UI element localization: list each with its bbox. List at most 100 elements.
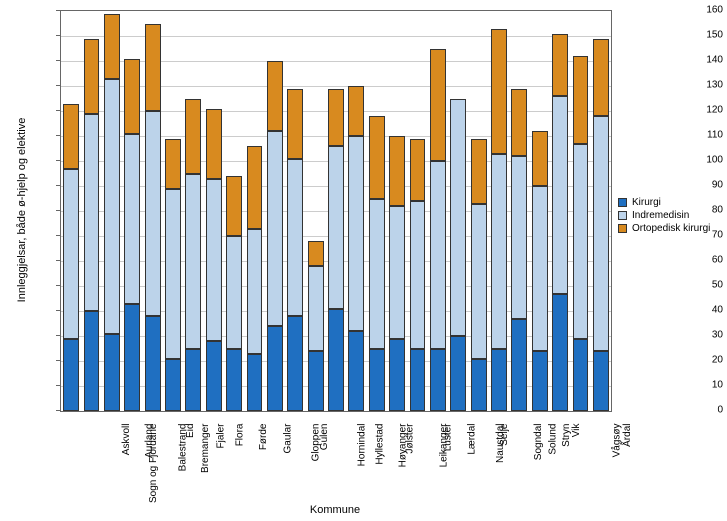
x-tick-label: Selje <box>498 424 509 446</box>
y-tick-mark <box>56 160 60 161</box>
bar-stack <box>247 146 263 411</box>
bar-segment-orto <box>145 24 161 112</box>
y-tick-label: 30 <box>671 330 723 341</box>
bar-segment-kirurgi <box>471 359 487 412</box>
plot-area <box>60 10 612 412</box>
bar-segment-indre <box>450 99 466 337</box>
bar-segment-orto <box>63 104 79 169</box>
bar-segment-kirurgi <box>267 326 283 411</box>
bar-stack <box>450 99 466 412</box>
y-tick-label: 110 <box>671 130 723 141</box>
y-tick-mark <box>56 310 60 311</box>
bar-segment-kirurgi <box>124 304 140 412</box>
y-tick-mark <box>56 85 60 86</box>
y-tick-mark <box>56 185 60 186</box>
y-tick-mark <box>56 285 60 286</box>
grid-line <box>61 36 611 37</box>
x-tick-label: Luster <box>443 424 454 452</box>
bar-segment-indre <box>206 179 222 342</box>
bar-segment-orto <box>124 59 140 134</box>
bar-stack <box>552 34 568 412</box>
bar-stack <box>287 89 303 412</box>
y-tick-mark <box>56 410 60 411</box>
bar-segment-kirurgi <box>389 339 405 412</box>
bar-segment-indre <box>104 79 120 334</box>
bar-stack <box>430 49 446 412</box>
bar-stack <box>226 176 242 411</box>
bar-stack <box>389 136 405 411</box>
bar-segment-indre <box>369 199 385 349</box>
bar-segment-kirurgi <box>145 316 161 411</box>
bar-segment-orto <box>511 89 527 157</box>
x-tick-label: Hyllestad <box>375 424 386 465</box>
bar-stack <box>593 39 609 412</box>
bar-segment-orto <box>410 139 426 202</box>
legend-item: Kirurgi <box>618 197 710 208</box>
bar-segment-indre <box>124 134 140 304</box>
y-tick-mark <box>56 360 60 361</box>
y-tick-label: 100 <box>671 155 723 166</box>
bar-segment-indre <box>532 186 548 351</box>
bar-stack <box>471 139 487 412</box>
y-tick-label: 0 <box>671 405 723 416</box>
legend-swatch <box>618 198 627 207</box>
y-tick-label: 10 <box>671 380 723 391</box>
x-tick-label: Førde <box>258 424 269 451</box>
grid-line <box>61 86 611 87</box>
bar-segment-indre <box>410 201 426 349</box>
bar-segment-orto <box>573 56 589 144</box>
bar-stack <box>124 59 140 412</box>
bar-segment-indre <box>471 204 487 359</box>
x-tick-label: Askvoll <box>121 424 132 456</box>
bar-stack <box>185 99 201 412</box>
bar-segment-orto <box>84 39 100 114</box>
bar-stack <box>410 139 426 412</box>
bar-segment-orto <box>532 131 548 186</box>
bar-segment-orto <box>491 29 507 154</box>
bar-segment-kirurgi <box>104 334 120 412</box>
bar-stack <box>348 86 364 411</box>
y-tick-label: 20 <box>671 355 723 366</box>
bar-segment-indre <box>267 131 283 326</box>
bar-segment-kirurgi <box>287 316 303 411</box>
y-tick-label: 120 <box>671 105 723 116</box>
y-tick-label: 50 <box>671 280 723 291</box>
bar-segment-indre <box>165 189 181 359</box>
bar-stack <box>267 61 283 411</box>
bar-segment-indre <box>328 146 344 309</box>
bar-segment-kirurgi <box>185 349 201 412</box>
bar-stack <box>491 29 507 412</box>
bar-segment-kirurgi <box>369 349 385 412</box>
bar-segment-orto <box>267 61 283 131</box>
bar-segment-orto <box>552 34 568 97</box>
x-tick-label: Årdal <box>622 424 633 447</box>
bar-segment-indre <box>247 229 263 354</box>
bar-segment-indre <box>348 136 364 331</box>
bar-stack <box>206 109 222 412</box>
bar-segment-indre <box>145 111 161 316</box>
legend-label: Kirurgi <box>632 197 661 208</box>
bar-stack <box>145 24 161 412</box>
legend-label: Ortopedisk kirurgi <box>632 223 710 234</box>
bar-segment-kirurgi <box>206 341 222 411</box>
y-tick-label: 130 <box>671 80 723 91</box>
bar-segment-orto <box>206 109 222 179</box>
bar-segment-indre <box>430 161 446 349</box>
y-tick-label: 160 <box>671 5 723 16</box>
y-tick-mark <box>56 260 60 261</box>
bar-stack <box>165 139 181 412</box>
x-tick-label: Gaular <box>282 424 293 454</box>
bar-segment-indre <box>185 174 201 349</box>
bar-segment-kirurgi <box>328 309 344 412</box>
x-tick-label: Vik <box>571 424 582 438</box>
bar-segment-kirurgi <box>84 311 100 411</box>
bar-segment-indre <box>226 236 242 349</box>
y-tick-label: 40 <box>671 305 723 316</box>
y-tick-mark <box>56 335 60 336</box>
bar-segment-indre <box>84 114 100 312</box>
legend-item: Indremedisin <box>618 210 710 221</box>
y-tick-label: 60 <box>671 255 723 266</box>
x-tick-label: Eid <box>185 424 196 438</box>
x-tick-label: Bremanger <box>200 424 211 473</box>
legend-swatch <box>618 224 627 233</box>
